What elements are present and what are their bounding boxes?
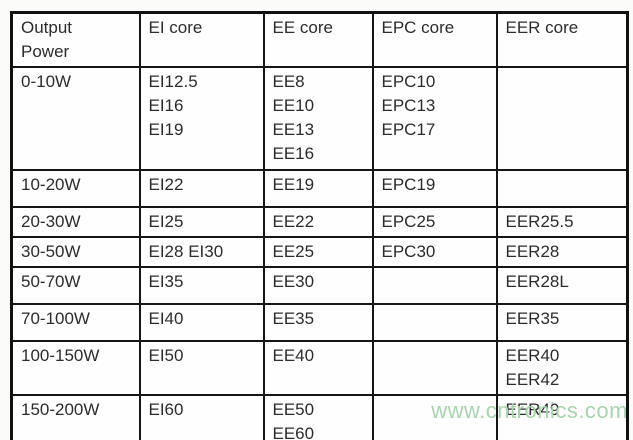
cell-output-power: 100-150W (10, 340, 141, 396)
cell-ei-core: EI25 (138, 206, 265, 238)
cell-ee-core: EE50 EE60 (262, 394, 374, 440)
cell-eer-core: EER49 (495, 394, 629, 440)
cell-ei-core: EI22 (138, 169, 265, 208)
cell-output-power: 150-200W (10, 394, 141, 440)
table-row: 50-70W EI35 EE30 EER28L (10, 266, 629, 305)
cell-ee-core: EE19 (262, 169, 374, 208)
cell-output-power: 70-100W (10, 303, 141, 342)
header-epc-core: EPC core (371, 11, 498, 68)
header-output-power: Output Power (10, 11, 141, 68)
cell-ei-core: EI12.5 EI16 EI19 (138, 66, 265, 171)
cell-ee-core: EE40 (262, 340, 374, 396)
cell-output-power: 0-10W (10, 66, 141, 171)
cell-ei-core: EI60 (138, 394, 265, 440)
cell-eer-core: EER35 (495, 303, 629, 342)
cell-ei-core: EI40 (138, 303, 265, 342)
cell-ee-core: EE30 (262, 266, 374, 305)
table-row: 70-100W EI40 EE35 EER35 (10, 303, 629, 342)
cell-epc-core (371, 340, 498, 396)
cell-eer-core: EER40 EER42 (495, 340, 629, 396)
cell-output-power: 30-50W (10, 236, 141, 268)
cell-epc-core: EPC19 (371, 169, 498, 208)
header-ee-core: EE core (262, 11, 374, 68)
cell-epc-core: EPC30 (371, 236, 498, 268)
table-row: 100-150W EI50 EE40 EER40 EER42 (10, 340, 629, 396)
cell-ee-core: EE35 (262, 303, 374, 342)
cell-epc-core (371, 394, 498, 440)
table-row: 0-10W EI12.5 EI16 EI19 EE8 EE10 EE13 EE1… (10, 66, 629, 171)
cell-eer-core: EER28L (495, 266, 629, 305)
header-row: Output Power EI core EE core EPC core EE… (10, 11, 629, 68)
cell-epc-core: EPC25 (371, 206, 498, 238)
cell-epc-core (371, 303, 498, 342)
cell-output-power: 50-70W (10, 266, 141, 305)
cell-output-power: 20-30W (10, 206, 141, 238)
cell-eer-core (495, 169, 629, 208)
cell-output-power: 10-20W (10, 169, 141, 208)
core-selection-table: Output Power EI core EE core EPC core EE… (10, 11, 629, 440)
cell-epc-core (371, 266, 498, 305)
header-ei-core: EI core (138, 11, 265, 68)
cell-ee-core: EE25 (262, 236, 374, 268)
cell-ei-core: EI28 EI30 (138, 236, 265, 268)
table-row: 30-50W EI28 EI30 EE25 EPC30 EER28 (10, 236, 629, 268)
cell-ee-core: EE8 EE10 EE13 EE16 (262, 66, 374, 171)
table-row: 10-20W EI22 EE19 EPC19 (10, 169, 629, 208)
cell-epc-core: EPC10 EPC13 EPC17 (371, 66, 498, 171)
cell-ei-core: EI35 (138, 266, 265, 305)
header-eer-core: EER core (495, 11, 629, 68)
cell-eer-core: EER25.5 (495, 206, 629, 238)
cell-ee-core: EE22 (262, 206, 374, 238)
cell-ei-core: EI50 (138, 340, 265, 396)
cell-eer-core (495, 66, 629, 171)
table-row: 20-30W EI25 EE22 EPC25 EER25.5 (10, 206, 629, 238)
cell-eer-core: EER28 (495, 236, 629, 268)
table-row: 150-200W EI60 EE50 EE60 EER49 (10, 394, 629, 440)
